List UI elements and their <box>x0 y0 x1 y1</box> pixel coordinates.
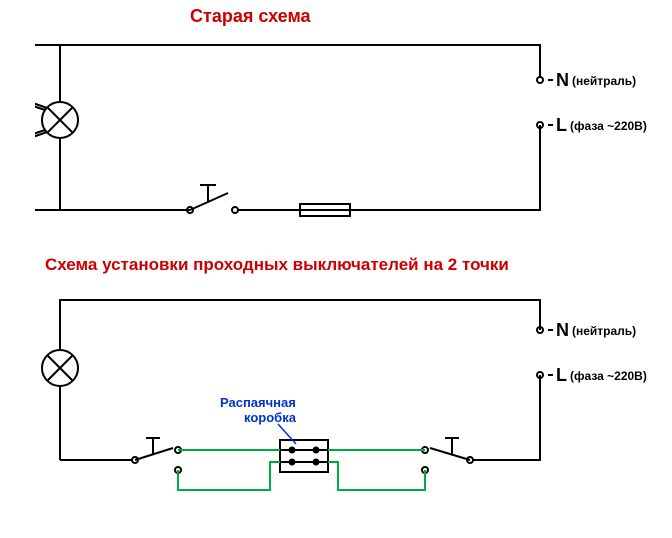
lamp-symbol-1 <box>42 102 78 138</box>
circuit-diagrams <box>0 0 672 538</box>
diagram-two-way <box>42 300 553 473</box>
diagram-old-scheme <box>30 45 553 216</box>
lamp-symbol-2 <box>42 350 78 386</box>
traveler-wires <box>178 450 425 490</box>
